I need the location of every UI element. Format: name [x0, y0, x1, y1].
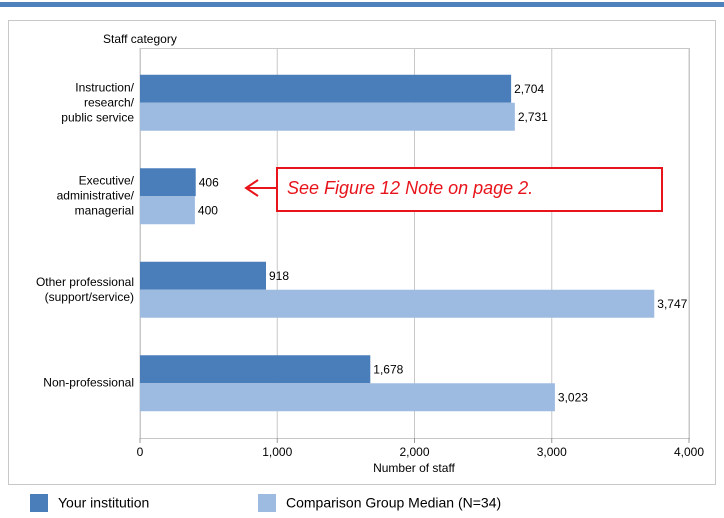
legend-swatch — [30, 494, 48, 512]
bar — [140, 168, 196, 197]
y-tick-label: Instruction/ research/ public service — [61, 80, 134, 125]
value-label: 2,731 — [518, 110, 548, 124]
y-axis-label: Staff category — [103, 32, 177, 46]
x-tick-label: 4,000 — [674, 445, 704, 459]
x-tick-label: 0 — [137, 445, 144, 459]
legend-label: Your institution — [58, 495, 149, 511]
value-label: 2,704 — [514, 82, 544, 96]
top-rule — [0, 2, 724, 7]
bar — [140, 383, 555, 412]
bar — [140, 102, 515, 131]
value-label: 918 — [269, 269, 289, 283]
x-axis-label: Number of staff — [373, 461, 455, 475]
y-tick-label: Other professional (support/service) — [35, 274, 134, 304]
bar — [140, 289, 655, 318]
y-tick-label: Executive/ administrative/ managerial — [56, 173, 134, 218]
legend-label: Comparison Group Median (N=34) — [286, 495, 501, 511]
x-tick-label: 3,000 — [537, 445, 567, 459]
annotation: See Figure 12 Note on page 2. — [287, 178, 533, 198]
annotation-arrow — [244, 179, 277, 197]
bar — [140, 196, 195, 225]
y-tick-label: Non-professional — [43, 375, 134, 390]
annotation-box — [276, 167, 663, 212]
bar — [140, 74, 512, 103]
value-label: 406 — [199, 175, 219, 189]
bar — [140, 355, 371, 384]
value-label: 400 — [198, 203, 218, 217]
x-tick-label: 2,000 — [399, 445, 429, 459]
legend-swatch — [258, 494, 276, 512]
x-tick-label: 1,000 — [262, 445, 292, 459]
value-label: 3,747 — [657, 297, 687, 311]
value-label: 3,023 — [558, 390, 588, 404]
bar — [140, 261, 266, 290]
value-label: 1,678 — [373, 362, 403, 376]
